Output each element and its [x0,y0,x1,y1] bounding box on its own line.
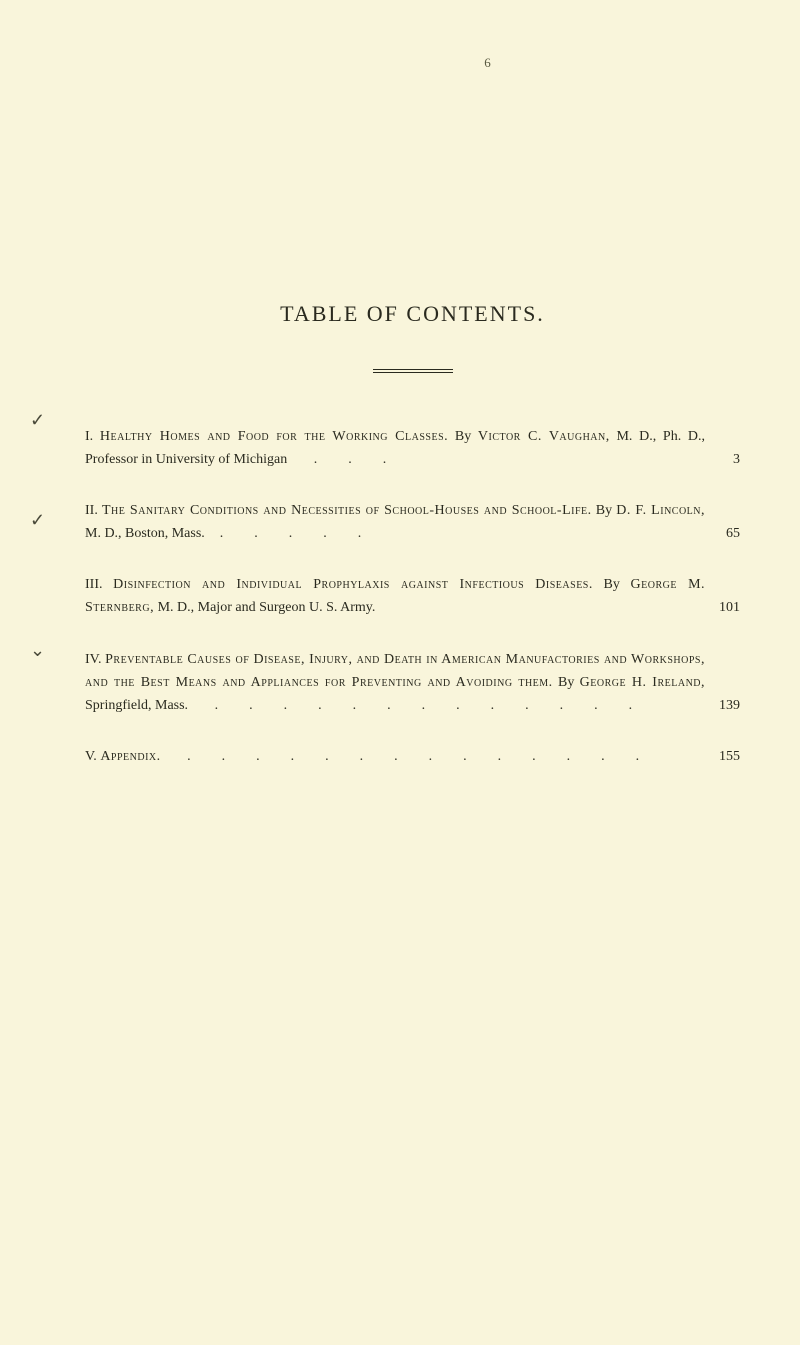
entry-wrapper: IV. Preventable Causes of Disease, Injur… [85,648,740,717]
entry-dots: . . . . . . . . . . . . . [192,698,641,713]
entry-wrapper: III. Disinfection and Individual Prophyl… [85,573,740,619]
entry-author: George H. Ireland, [580,675,705,690]
margin-caret-icon: ⌄ [30,640,45,661]
toc-entry-5: V. Appendix. . . . . . . . . . . . . . .… [85,745,740,768]
entry-numeral: IV. [85,652,101,667]
entry-numeral: I. [85,429,93,444]
entry-dots: . . . [291,452,395,467]
page-marker: 6 [85,55,740,71]
entry-numeral: II. [85,503,98,518]
entry-page: 65 [726,522,740,545]
entry-title: The Sanitary Conditions and Necessities … [102,503,592,518]
entry-by: By [604,577,620,592]
entry-by: By [455,429,471,444]
entry-numeral: V. [85,749,97,764]
entry-by: By [558,675,574,690]
margin-checkmark-icon: ✓ [30,510,45,531]
entry-dots: . . . . . [208,526,369,541]
entry-page: 155 [719,745,740,768]
toc-entry-4: IV. Preventable Causes of Disease, Injur… [85,648,740,717]
entry-page: 139 [719,694,740,717]
entry-credentials: Springfield, Mass. [85,698,188,713]
page-container: 6 TABLE OF CONTENTS. I. Healthy Homes an… [0,0,800,1345]
entry-by: By [596,503,612,518]
entry-title: Healthy Homes and Food for the Working C… [100,429,448,444]
entry-author: Victor C. Vaughan, [478,429,610,444]
margin-checkmark-icon: ✓ [30,410,45,431]
entry-dots: . . . . . . . . . . . . . . [164,749,647,764]
title-divider [373,369,453,370]
entry-wrapper: I. Healthy Homes and Food for the Workin… [85,425,740,471]
toc-entries: I. Healthy Homes and Food for the Workin… [85,425,740,768]
title-section: TABLE OF CONTENTS. [85,301,740,370]
entry-title: Appendix. [100,749,160,764]
page-title: TABLE OF CONTENTS. [85,301,740,327]
entry-credentials: M. D., Major and Surgeon U. S. Army. [158,600,376,615]
entry-numeral: III. [85,577,103,592]
entry-page: 3 [733,448,740,471]
toc-entry-1: I. Healthy Homes and Food for the Workin… [85,425,740,471]
entry-wrapper: V. Appendix. . . . . . . . . . . . . . .… [85,745,740,768]
entry-title: Disinfection and Individual Prophylaxis … [113,577,593,592]
entry-wrapper: II. The Sanitary Conditions and Necessit… [85,499,740,545]
entry-credentials: M. D., Boston, Mass. [85,526,205,541]
entry-page: 101 [719,596,740,619]
toc-entry-2: II. The Sanitary Conditions and Necessit… [85,499,740,545]
entry-author: D. F. Lincoln, [616,503,705,518]
toc-entry-3: III. Disinfection and Individual Prophyl… [85,573,740,619]
